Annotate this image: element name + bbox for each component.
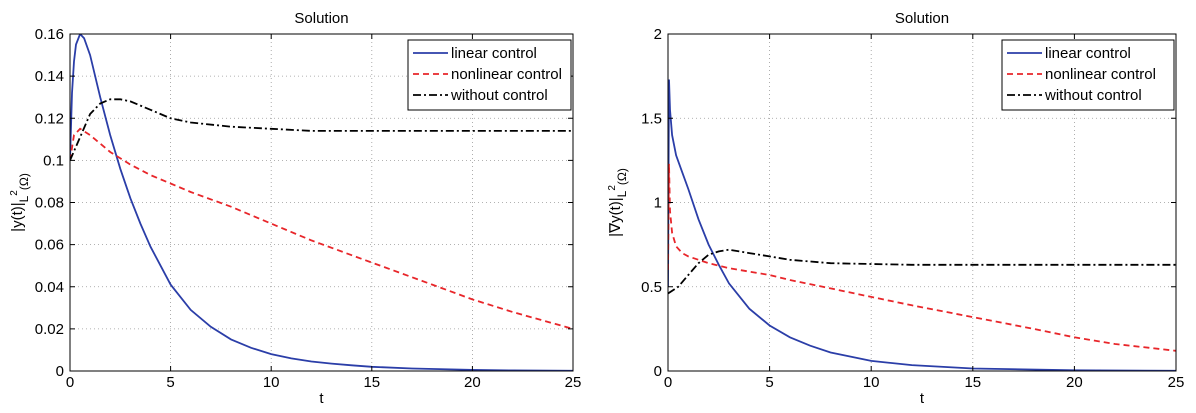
x-tick-label: 5 bbox=[765, 374, 773, 391]
x-axis-label: t bbox=[920, 390, 925, 407]
series-line-nonlinear-control bbox=[70, 127, 573, 330]
chart-title: Solution bbox=[895, 10, 949, 27]
y-tick-label: 0.02 bbox=[35, 321, 64, 338]
legend-label: nonlinear control bbox=[1045, 66, 1156, 83]
y-tick-label: 0.04 bbox=[35, 279, 64, 296]
x-tick-label: 25 bbox=[565, 374, 582, 391]
y-axis-label-main: |y(t)| bbox=[9, 202, 26, 231]
y-tick-label: 0.16 bbox=[35, 26, 64, 43]
y-tick-label: 0 bbox=[56, 363, 64, 380]
chart-panel-1: 0 5 10 15 20 25 0 0.02 0.04 0.06 0.08 0.1 0.12 0.14 0.… bbox=[9, 10, 581, 407]
y-tick-label: 0.14 bbox=[35, 68, 64, 85]
x-tick-label: 0 bbox=[66, 374, 74, 391]
y-axis-label-omega: (Ω) bbox=[615, 168, 629, 185]
y-tick-label: 0 bbox=[654, 363, 662, 380]
x-tick-label: 0 bbox=[664, 374, 672, 391]
x-tick-label: 25 bbox=[1168, 374, 1185, 391]
legend-label: nonlinear control bbox=[451, 66, 562, 83]
y-tick-label: 2 bbox=[654, 26, 662, 43]
chart-title: Solution bbox=[294, 10, 348, 27]
x-tick-label: 20 bbox=[1066, 374, 1083, 391]
series-line-without-control bbox=[70, 98, 573, 161]
y-axis-label-main: |∇y(t)| bbox=[607, 197, 624, 237]
legend: linear control nonlinear control without c… bbox=[407, 39, 572, 111]
y-tick-label: 1 bbox=[654, 195, 662, 212]
series-line-without-control bbox=[668, 248, 1176, 295]
legend: linear control nonlinear control without c… bbox=[1001, 39, 1175, 111]
legend-label: without control bbox=[1044, 87, 1142, 104]
y-axis-label-sup: 2 bbox=[607, 185, 618, 191]
x-tick-label: 10 bbox=[263, 374, 280, 391]
legend-label: linear control bbox=[1045, 45, 1131, 62]
y-tick-label: 0.5 bbox=[641, 279, 662, 296]
y-tick-label: 0.06 bbox=[35, 237, 64, 254]
legend-box bbox=[1001, 39, 1175, 111]
y-axis-label: |y(t)|L2(Ω) bbox=[9, 173, 31, 232]
y-tick-label: 0.08 bbox=[35, 195, 64, 212]
x-tick-label: 10 bbox=[863, 374, 880, 391]
x-tick-label: 15 bbox=[363, 374, 380, 391]
x-tick-label: 15 bbox=[964, 374, 981, 391]
series-line-linear-control bbox=[668, 79, 1176, 371]
x-tick-label: 20 bbox=[464, 374, 481, 391]
y-tick-label: 1.5 bbox=[641, 110, 662, 127]
x-axis-label: t bbox=[319, 390, 324, 407]
legend-label: linear control bbox=[451, 45, 537, 62]
y-tick-label: 0.1 bbox=[43, 152, 64, 169]
y-axis-label-omega: (Ω) bbox=[17, 173, 31, 190]
y-tick-label: 0.12 bbox=[35, 110, 64, 127]
y-axis-label-sub: L bbox=[17, 195, 31, 202]
y-axis-label: |∇y(t)|L2(Ω) bbox=[607, 168, 629, 237]
series-line-linear-control bbox=[70, 34, 573, 371]
chart-panel-2: 0 5 10 15 20 2500.511.52Solutiont|∇y(t)|L2(Ω)… bbox=[607, 10, 1184, 407]
legend-box bbox=[407, 39, 572, 111]
legend-label: without control bbox=[450, 87, 548, 104]
y-axis-label-sup: 2 bbox=[9, 190, 20, 196]
series-line-nonlinear-control bbox=[668, 163, 1176, 352]
x-tick-label: 5 bbox=[166, 374, 174, 391]
y-axis-label-sub: L bbox=[615, 190, 629, 197]
